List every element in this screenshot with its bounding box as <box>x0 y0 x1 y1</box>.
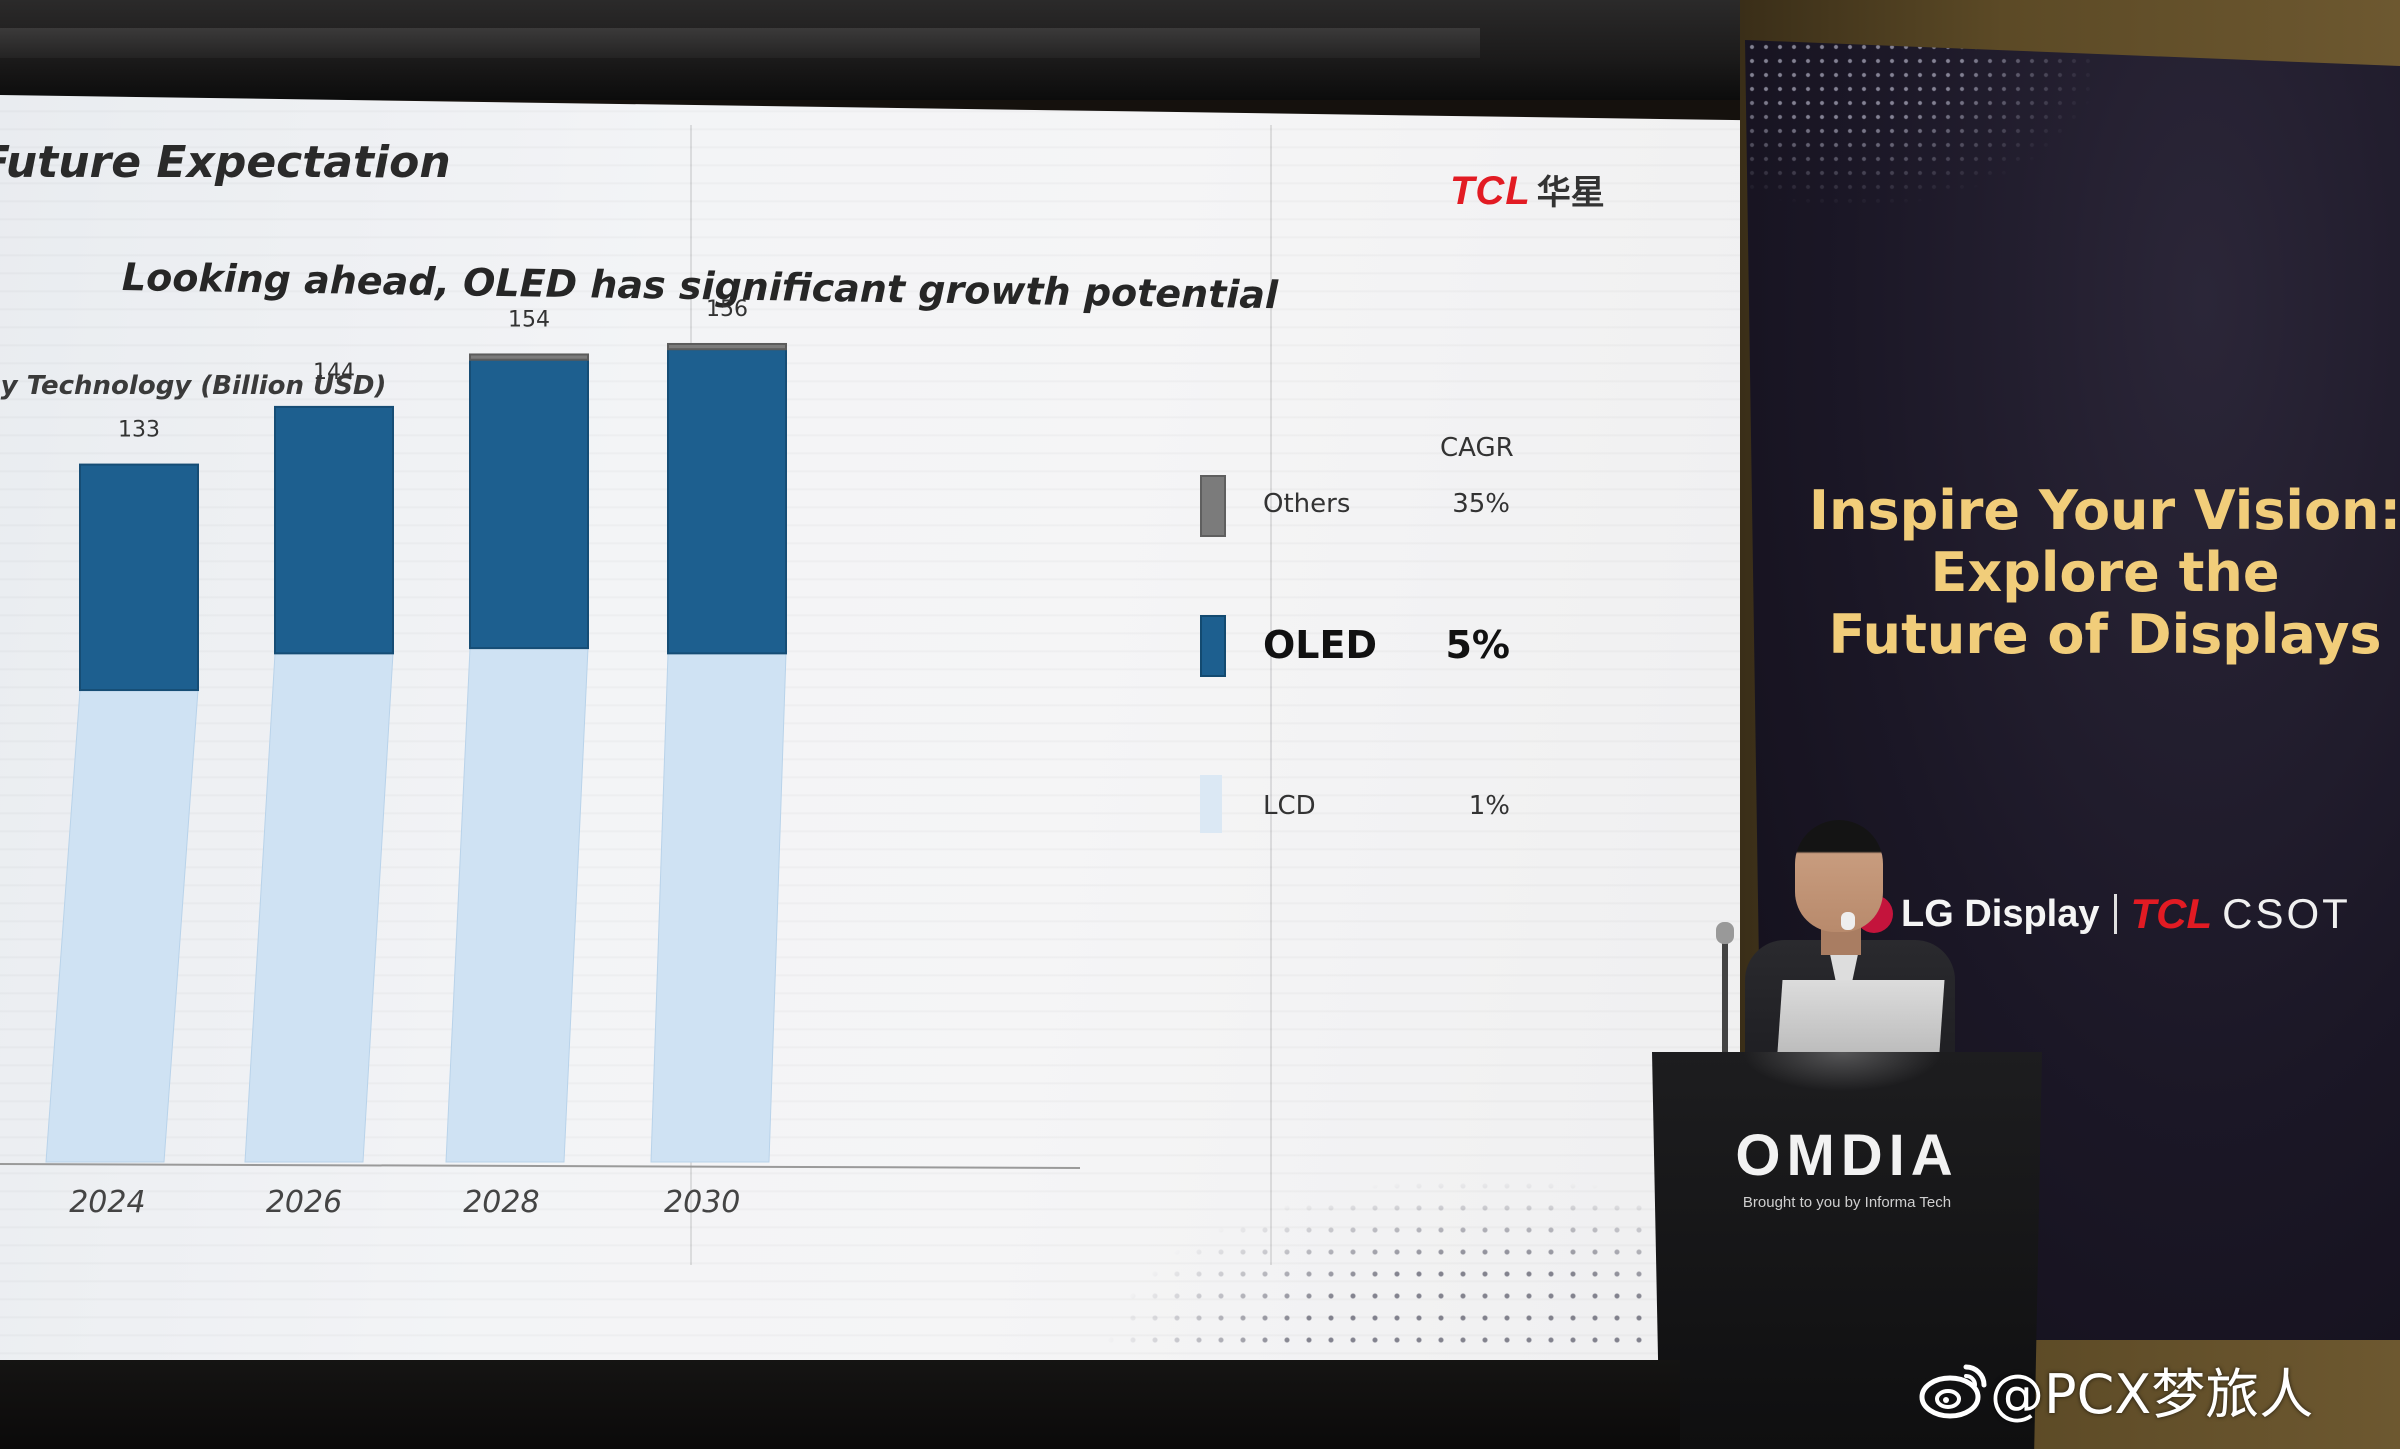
stage-floor <box>0 1360 1680 1449</box>
x-tick-label: 2028 <box>463 1185 539 1220</box>
bar-total-label: 144 <box>313 360 355 385</box>
screen-seam <box>1270 125 1272 1265</box>
bar-segment-lcd <box>244 652 394 1163</box>
bar-total-label: 154 <box>508 307 550 332</box>
bar-segment-oled <box>667 348 787 655</box>
bar-segment-lcd <box>650 652 787 1163</box>
legend-swatch-others <box>1200 475 1226 537</box>
bar-total-label: 133 <box>118 418 160 443</box>
speaker-head <box>1795 820 1883 932</box>
watermark: @PCX梦旅人 <box>1918 1350 2313 1429</box>
chart-caption: by Technology (Billion USD) <box>0 371 387 401</box>
lg-display-wordmark: LG Display <box>1901 892 2100 935</box>
x-tick-label: 2024 <box>69 1185 145 1220</box>
sponsor-logos: LG Display TCL CSOT <box>1855 890 2351 938</box>
podium: OMDIA Brought to you by Informa Tech <box>1652 1052 2042 1449</box>
ceiling-rail <box>0 28 1480 58</box>
legend-label-others: Others <box>1263 489 1351 519</box>
x-tick-label: 2030 <box>664 1185 740 1220</box>
tcl-wordmark: TCL <box>1450 169 1531 213</box>
legend-label-oled: OLED <box>1263 623 1378 667</box>
bar-segment-lcd <box>445 647 589 1163</box>
legend-label-lcd: LCD <box>1263 791 1316 821</box>
sponsor-divider <box>2113 894 2117 934</box>
projected-slide: Future Expectation TCL 华星 Looking ahead, … <box>0 95 1750 1360</box>
podium-light <box>1742 1052 1942 1092</box>
x-tick-label: 2026 <box>266 1185 342 1220</box>
handheld-mic <box>1841 912 1855 930</box>
banner-headline-line: Explore the <box>1930 541 2280 604</box>
bar-segment-oled <box>469 358 589 650</box>
banner-dot-pattern <box>1745 40 2105 210</box>
csot-cn-wordmark: 华星 <box>1536 173 1605 213</box>
decorative-dot-pattern <box>1100 1175 1740 1355</box>
bar-segment-lcd <box>45 689 199 1163</box>
tcl-wordmark: TCL <box>2130 890 2213 937</box>
legend-cagr-lcd: 1% <box>1468 791 1510 821</box>
x-axis-line <box>0 1163 1081 1169</box>
banner-headline: Inspire Your Vision: Explore the Future … <box>1805 480 2400 666</box>
watermark-text: @PCX梦旅人 <box>1990 1363 2314 1426</box>
omdia-logo: OMDIA <box>1735 1123 1959 1188</box>
legend-swatch-lcd <box>1200 775 1222 833</box>
laptop <box>1777 980 1945 1052</box>
stacked-bar-chart: 133 2024 144 2026 154 2028 156 2030 <box>0 297 1081 1220</box>
cagr-header: CAGR <box>1440 433 1514 463</box>
omdia-tagline: Brought to you by Informa Tech <box>1742 1194 1952 1211</box>
bar-segment-others <box>469 353 589 361</box>
csot-wordmark: CSOT <box>2222 890 2351 937</box>
tcl-logo: TCL 华星 <box>1450 165 1605 214</box>
bar-segment-oled <box>79 463 199 692</box>
weibo-icon <box>1919 1364 1987 1418</box>
ceiling <box>0 0 1900 100</box>
slide-title: Future Expectation <box>0 137 451 188</box>
banner-headline-line: Inspire Your Vision: <box>1808 479 2400 542</box>
microphone-stand <box>1722 925 1728 1065</box>
bar-segment-others <box>667 342 787 351</box>
legend-swatch-oled <box>1200 615 1226 677</box>
legend-cagr-oled: 5% <box>1445 623 1510 667</box>
legend-cagr-others: 35% <box>1452 489 1510 519</box>
banner-headline-line: Future of Displays <box>1828 603 2382 666</box>
microphone <box>1716 922 1734 944</box>
bar-total-label: 156 <box>706 297 748 322</box>
bar-segment-oled <box>274 405 394 655</box>
